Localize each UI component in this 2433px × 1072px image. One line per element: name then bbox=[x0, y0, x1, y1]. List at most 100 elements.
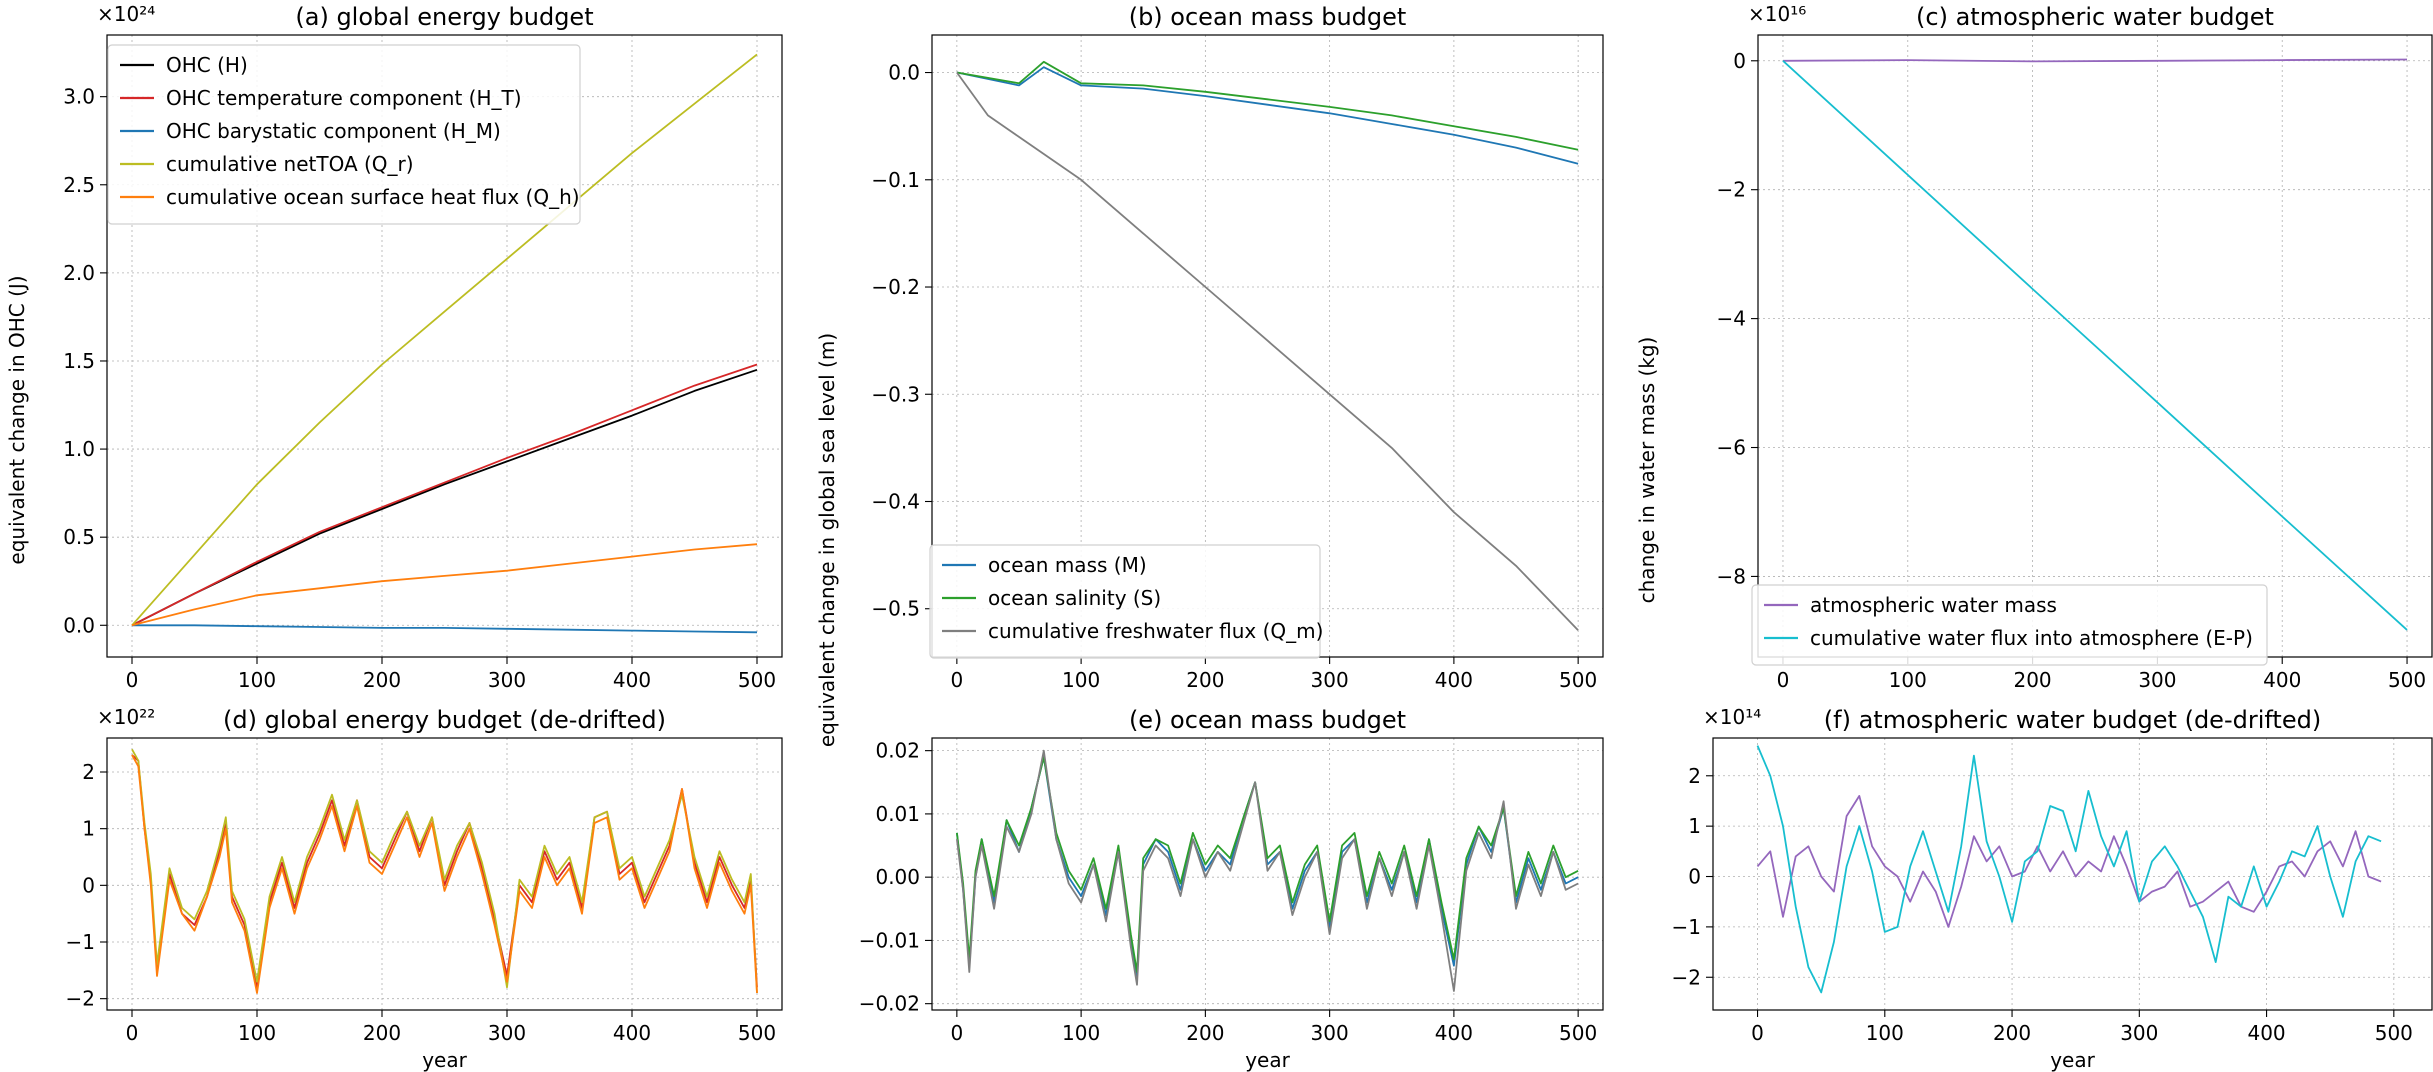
x-tick-label: 500 bbox=[1559, 668, 1597, 692]
x-axis-label: year bbox=[422, 1048, 467, 1072]
plot-frame bbox=[106, 34, 783, 658]
plot-frame bbox=[1712, 737, 2433, 1011]
x-tick-label: 100 bbox=[238, 1021, 276, 1045]
series-line bbox=[131, 754, 758, 989]
x-tick-label: 200 bbox=[363, 668, 401, 692]
series-line bbox=[131, 543, 758, 627]
x-tick-label: 100 bbox=[1062, 1021, 1100, 1045]
legend-entry: ocean salinity (S) bbox=[988, 586, 1161, 610]
y-tick-label: −2 bbox=[66, 987, 95, 1011]
x-axis-label: year bbox=[1245, 1048, 1290, 1072]
axis-offset-text: ×10¹⁶ bbox=[1748, 2, 1806, 26]
x-tick-label: 200 bbox=[1993, 1021, 2031, 1045]
y-tick-label: −1 bbox=[66, 930, 95, 954]
y-tick-label: −0.5 bbox=[871, 597, 920, 621]
x-tick-label: 200 bbox=[1186, 1021, 1224, 1045]
series-line bbox=[131, 748, 758, 994]
y-tick-label: 0 bbox=[1733, 49, 1746, 73]
x-tick-label: 0 bbox=[1751, 1021, 1764, 1045]
series-line bbox=[956, 71, 1579, 631]
series-line bbox=[956, 60, 1579, 151]
y-tick-label: −0.1 bbox=[871, 168, 920, 192]
y-tick-label: 0.5 bbox=[63, 525, 95, 549]
legend: ocean mass (M) ocean salinity (S) cumulati… bbox=[929, 544, 1323, 659]
y-tick-label: 1 bbox=[82, 817, 95, 841]
y-axis-label: equivalent change in OHC (J) bbox=[5, 275, 29, 564]
y-tick-label: 3.0 bbox=[63, 85, 95, 109]
y-axis-label: change in water mass (kg) bbox=[1635, 337, 1659, 604]
series-line bbox=[956, 66, 1579, 165]
panel-e: 0 100 200 300 400 500 0.02 0.01 0.00 −0.01 −0.02 (e… bbox=[859, 706, 1604, 1072]
panel-a: 0 100 200 300 400 500 0.0 0.5 1.0 1.5 2.0 2.5 3.0 (a)… bbox=[5, 2, 783, 692]
panel-title: (b) ocean mass budget bbox=[1129, 3, 1407, 31]
series-line bbox=[956, 749, 1579, 992]
y-tick-label: −2 bbox=[1672, 965, 1701, 989]
series-line bbox=[131, 368, 758, 627]
panel-f: 0 100 200 300 400 500 2 1 0 −1 −2 (f) atmospheric w… bbox=[1672, 705, 2433, 1072]
series-line bbox=[1756, 795, 2382, 928]
panel-title: (c) atmospheric water budget bbox=[1916, 3, 2274, 31]
y-tick-label: 2.5 bbox=[63, 173, 95, 197]
axis-offset-text: ×10²² bbox=[97, 705, 155, 729]
panel-d: 0 100 200 300 400 500 2 1 0 −1 −2 (d) global energy… bbox=[66, 705, 783, 1072]
series-line bbox=[132, 624, 758, 634]
panel-title: (a) global energy budget bbox=[295, 3, 593, 31]
x-tick-label: 100 bbox=[1889, 668, 1927, 692]
series-line bbox=[1782, 60, 2408, 631]
series-line bbox=[131, 363, 758, 627]
panel-title: (e) ocean mass budget bbox=[1129, 706, 1406, 734]
x-tick-label: 200 bbox=[1186, 668, 1224, 692]
legend-entry: OHC barystatic component (H_M) bbox=[166, 119, 501, 143]
x-tick-label: 300 bbox=[2120, 1021, 2158, 1045]
plot-frame bbox=[106, 737, 783, 1011]
legend-entry: ocean mass (M) bbox=[988, 553, 1147, 577]
x-tick-label: 0 bbox=[126, 668, 139, 692]
panel-title: (f) atmospheric water budget (de-drifted… bbox=[1824, 706, 2321, 734]
x-tick-label: 400 bbox=[2247, 1021, 2285, 1045]
x-tick-label: 400 bbox=[1435, 668, 1473, 692]
x-tick-label: 500 bbox=[2388, 668, 2426, 692]
y-tick-label: 0 bbox=[82, 873, 95, 897]
y-tick-label: −0.02 bbox=[859, 992, 920, 1016]
legend-entry: cumulative freshwater flux (Q_m) bbox=[988, 619, 1323, 643]
legend-entry: OHC (H) bbox=[166, 53, 248, 77]
x-axis-label: year bbox=[2050, 1048, 2095, 1072]
x-tick-label: 200 bbox=[2013, 668, 2051, 692]
y-tick-label: 2 bbox=[1688, 764, 1701, 788]
x-tick-label: 500 bbox=[738, 1021, 776, 1045]
y-tick-label: 0.01 bbox=[875, 802, 920, 826]
y-tick-label: 0.02 bbox=[875, 739, 920, 763]
y-tick-label: 0.0 bbox=[888, 61, 920, 85]
y-axis-label: equivalent change in global sea level (m… bbox=[815, 333, 839, 747]
x-tick-label: 0 bbox=[126, 1021, 139, 1045]
legend: OHC (H) OHC temperature component (H_T) OH… bbox=[107, 44, 581, 225]
x-tick-label: 500 bbox=[2375, 1021, 2413, 1045]
x-tick-label: 100 bbox=[1062, 668, 1100, 692]
x-tick-label: 200 bbox=[363, 1021, 401, 1045]
x-tick-label: 0 bbox=[1777, 668, 1790, 692]
y-tick-label: −0.4 bbox=[871, 490, 920, 514]
y-tick-label: 2.0 bbox=[63, 261, 95, 285]
y-tick-label: −0.3 bbox=[871, 382, 920, 406]
x-tick-label: 100 bbox=[238, 668, 276, 692]
x-tick-label: 400 bbox=[2263, 668, 2301, 692]
legend-box bbox=[1751, 584, 2268, 666]
y-tick-label: 0.0 bbox=[63, 613, 95, 637]
y-tick-label: −0.01 bbox=[859, 928, 920, 952]
y-tick-label: 2 bbox=[82, 760, 95, 784]
x-tick-label: 400 bbox=[1435, 1021, 1473, 1045]
x-tick-label: 300 bbox=[488, 668, 526, 692]
x-tick-label: 300 bbox=[1311, 1021, 1349, 1045]
series-line bbox=[1782, 58, 2408, 63]
legend-box bbox=[929, 544, 1321, 659]
x-tick-label: 300 bbox=[1311, 668, 1349, 692]
x-tick-label: 300 bbox=[488, 1021, 526, 1045]
y-tick-label: 0.00 bbox=[875, 865, 920, 889]
legend-box bbox=[107, 44, 581, 225]
x-tick-label: 500 bbox=[1559, 1021, 1597, 1045]
series-line bbox=[1756, 745, 2382, 994]
series-line bbox=[131, 53, 758, 626]
x-tick-label: 100 bbox=[1866, 1021, 1904, 1045]
axis-offset-text: ×10¹⁴ bbox=[1703, 705, 1761, 729]
